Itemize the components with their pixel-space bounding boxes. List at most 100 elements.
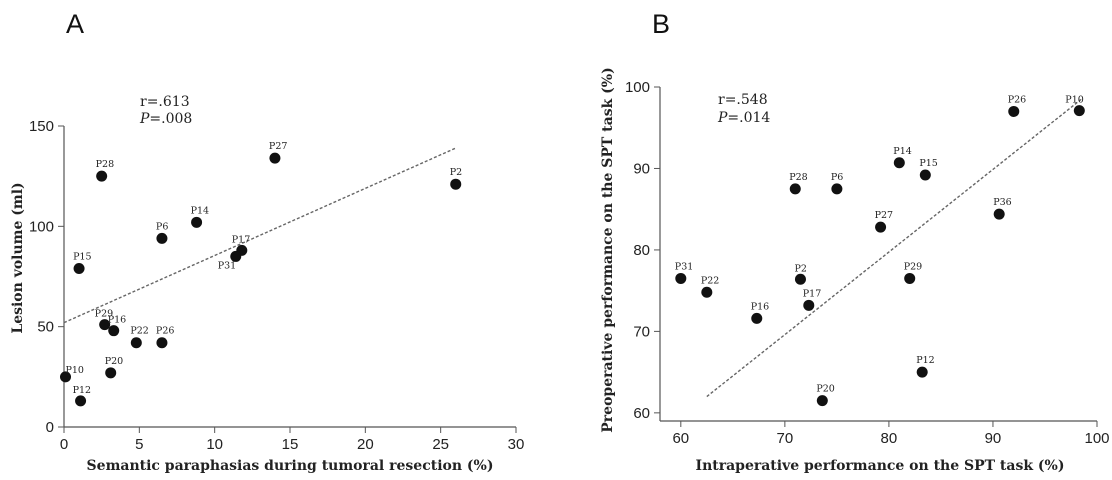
panel-a-point-label-p29: P29 bbox=[95, 309, 113, 320]
panel-a-point-label-p17: P17 bbox=[232, 234, 250, 245]
panel-b-regression-line bbox=[706, 98, 1082, 398]
panel-b-p-number: =.014 bbox=[727, 110, 770, 126]
panel-a-y-tick-label: 150 bbox=[29, 118, 54, 135]
panel-a-point-label-p27: P27 bbox=[269, 141, 287, 152]
panel-b-point-label-p2: P2 bbox=[794, 263, 806, 274]
panel-a-point-label-p28: P28 bbox=[96, 159, 114, 170]
panel-a-point-p22 bbox=[130, 337, 142, 349]
panel-a-x-tick-label: 5 bbox=[135, 436, 143, 453]
panel-b-point-p16 bbox=[751, 312, 763, 324]
panel-a-y-tick-label: 50 bbox=[37, 319, 54, 336]
panel-b-point-label-p16: P16 bbox=[751, 301, 769, 312]
panel-a-point-p20 bbox=[105, 367, 117, 379]
panel-a-point-p29 bbox=[99, 319, 111, 331]
panel-a-point-p10 bbox=[60, 371, 72, 383]
panel-a-point-label-p10: P10 bbox=[66, 365, 84, 376]
panel-b-y-tick-label: 80 bbox=[633, 242, 650, 259]
panel-a-ticks: 0 5 10 15 20 25 30 0 50 100 150 bbox=[29, 118, 524, 453]
panel-a-point-p31 bbox=[230, 250, 242, 262]
panel-b: B r=.548 P=.014 Intraperative performanc… bbox=[600, 9, 1110, 474]
panel-a-point-p6 bbox=[156, 232, 168, 244]
panel-a-x-axis-title: Semantic paraphasias during tumoral rese… bbox=[87, 458, 494, 474]
panel-a-point-p16 bbox=[108, 325, 120, 337]
panel-a-x-tick-label: 20 bbox=[357, 436, 374, 453]
panel-a-point-p27 bbox=[269, 152, 281, 164]
panel-b-point-label-p14: P14 bbox=[893, 146, 911, 157]
panel-a-point-label-p6: P6 bbox=[156, 221, 168, 232]
panel-a-point-p28 bbox=[96, 170, 108, 182]
panel-b-point-p26 bbox=[1008, 105, 1020, 117]
panel-b-point-p29 bbox=[904, 272, 916, 284]
panel-b-point-p12 bbox=[916, 366, 928, 378]
panel-a: A r=.613 P=.008 Semantic paraphasias dur… bbox=[10, 9, 524, 474]
panel-b-letter: B bbox=[652, 9, 670, 39]
panel-b-y-tick-label: 90 bbox=[633, 160, 650, 177]
panel-a-x-tick-label: 15 bbox=[282, 436, 299, 453]
panel-b-x-tick-label: 70 bbox=[777, 430, 794, 447]
panel-a-point-label-p26: P26 bbox=[156, 326, 174, 337]
panel-a-y-axis-title: Lesion volume (ml) bbox=[10, 182, 26, 333]
panel-a-point-label-p22: P22 bbox=[130, 326, 148, 337]
panel-a-p-letter: P bbox=[139, 111, 150, 127]
panel-b-point-label-p26: P26 bbox=[1008, 94, 1026, 105]
panel-b-ticks: 60 70 80 90 100 60 70 80 90 100 bbox=[625, 79, 1110, 447]
panel-b-r-value: r=.548 bbox=[718, 92, 768, 108]
panel-b-point-p14 bbox=[893, 157, 905, 169]
panel-b-y-tick-label: 70 bbox=[633, 323, 650, 340]
panel-a-point-p26 bbox=[156, 337, 168, 349]
panel-a-point-label-p31: P31 bbox=[218, 260, 236, 271]
panel-b-p-value: P=.014 bbox=[717, 110, 770, 126]
panel-b-point-label-p31: P31 bbox=[675, 261, 693, 272]
panel-a-p-value: P=.008 bbox=[139, 111, 192, 127]
panel-b-point-p6 bbox=[831, 183, 843, 195]
panel-b-point-label-p10: P10 bbox=[1065, 95, 1083, 106]
panel-b-point-label-p29: P29 bbox=[904, 261, 922, 272]
panel-a-point-label-p2: P2 bbox=[450, 167, 462, 178]
panel-b-point-p36 bbox=[993, 208, 1005, 220]
panel-b-point-label-p28: P28 bbox=[789, 172, 807, 183]
panel-b-x-tick-label: 100 bbox=[1084, 430, 1109, 447]
panel-a-r-value: r=.613 bbox=[140, 94, 190, 110]
panel-b-point-label-p12: P12 bbox=[916, 355, 934, 366]
panel-a-x-tick-label: 0 bbox=[60, 436, 68, 453]
panel-b-x-tick-label: 60 bbox=[672, 430, 689, 447]
panel-b-point-label-p22: P22 bbox=[701, 275, 719, 286]
panel-b-point-label-p36: P36 bbox=[993, 197, 1011, 208]
panel-b-point-p15 bbox=[919, 169, 931, 181]
panel-a-p-number: =.008 bbox=[149, 111, 192, 127]
panel-a-x-tick-label: 10 bbox=[206, 436, 223, 453]
panel-b-point-p22 bbox=[701, 286, 713, 298]
panel-b-point-label-p27: P27 bbox=[875, 210, 893, 221]
panel-a-point-p12 bbox=[75, 395, 87, 407]
panel-b-point-p20 bbox=[816, 395, 828, 407]
panel-b-y-axis-title: Preoperative performance on the SPT task… bbox=[600, 67, 616, 432]
panel-a-fit bbox=[63, 147, 457, 324]
panel-b-point-p28 bbox=[789, 183, 801, 195]
panel-a-letter: A bbox=[66, 9, 84, 39]
panel-b-points: P10 P26 P14 P15 P28 P6 P36 P27 P31 P2 P29 P22 P17 P16… bbox=[675, 94, 1085, 407]
panel-a-point-label-p15: P15 bbox=[73, 251, 91, 262]
panel-a-point-p14 bbox=[191, 216, 203, 228]
panel-a-point-p15 bbox=[73, 262, 85, 274]
panel-b-point-label-p17: P17 bbox=[803, 288, 821, 299]
panel-a-point-label-p20: P20 bbox=[105, 356, 123, 367]
panel-b-point-p10 bbox=[1073, 105, 1085, 117]
panel-b-x-tick-label: 90 bbox=[985, 430, 1002, 447]
panel-b-x-axis-title: Intraperative performance on the SPT tas… bbox=[696, 458, 1065, 474]
panel-b-point-label-p15: P15 bbox=[919, 158, 937, 169]
panel-b-p-letter: P bbox=[717, 110, 728, 126]
panel-a-point-label-p16: P16 bbox=[108, 315, 126, 326]
panel-b-point-label-p20: P20 bbox=[816, 384, 834, 395]
panel-a-point-label-p14: P14 bbox=[191, 205, 209, 216]
panel-b-point-p17 bbox=[803, 299, 815, 311]
panel-b-point-p31 bbox=[675, 272, 687, 284]
panel-a-y-tick-label: 0 bbox=[46, 419, 54, 436]
panel-a-y-tick-label: 100 bbox=[29, 218, 54, 235]
panel-b-point-label-p6: P6 bbox=[831, 172, 843, 183]
panel-b-y-tick-label: 100 bbox=[625, 79, 650, 96]
panel-a-x-tick-label: 25 bbox=[432, 436, 449, 453]
panel-b-x-tick-label: 80 bbox=[881, 430, 898, 447]
panel-b-point-p2 bbox=[794, 273, 806, 285]
